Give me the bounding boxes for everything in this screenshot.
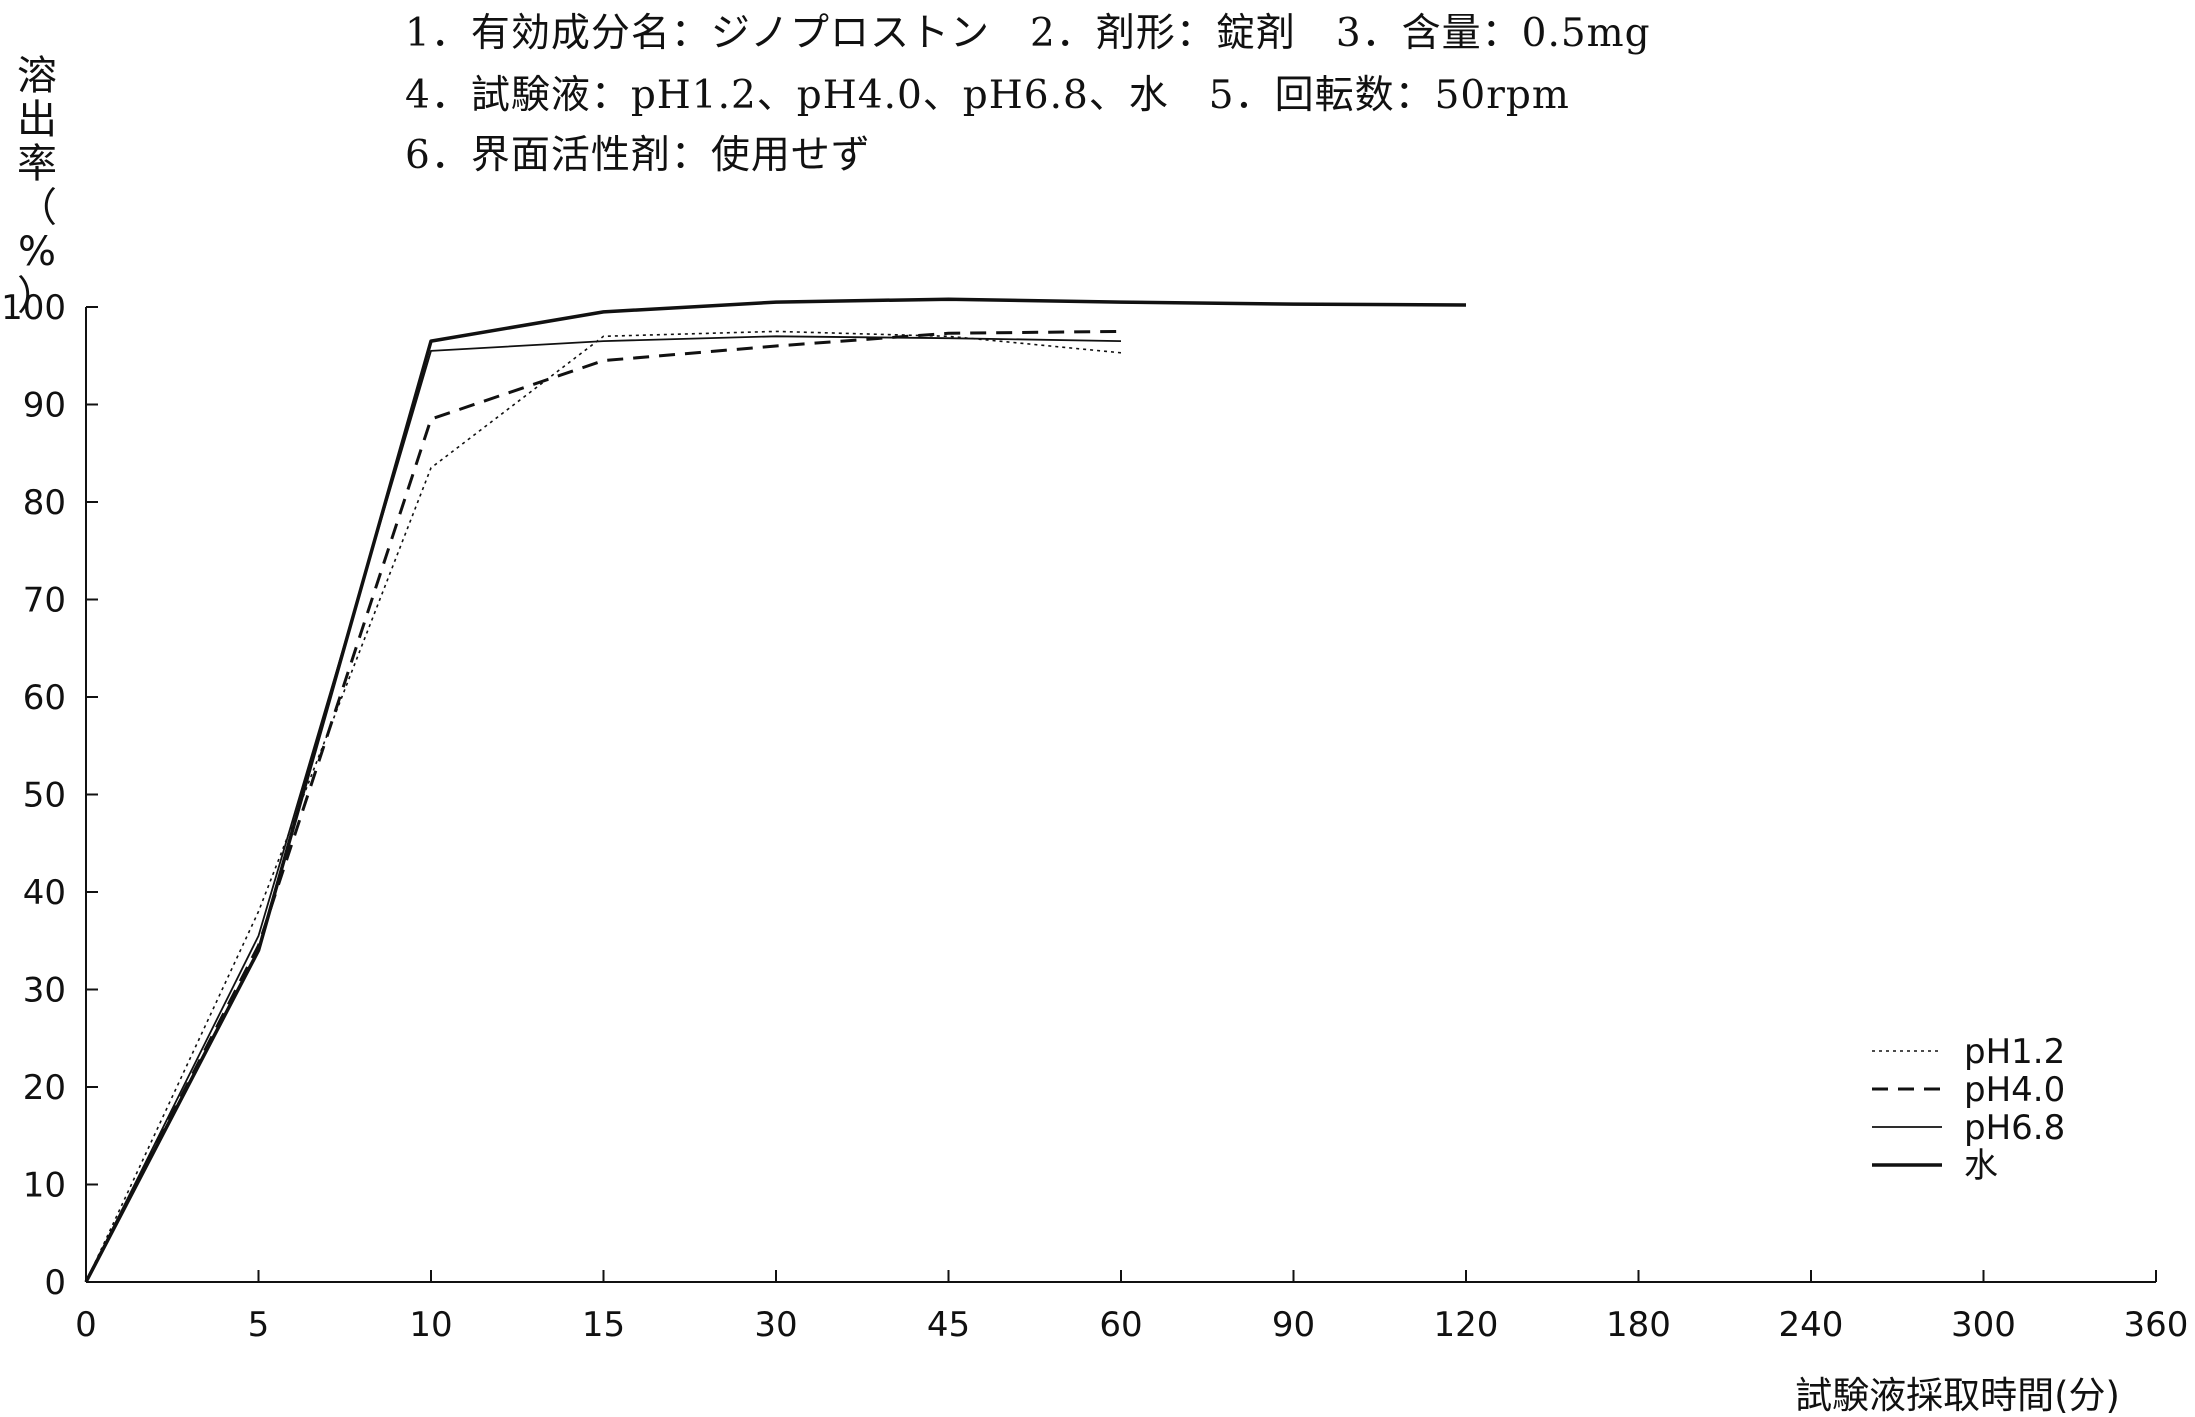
legend-label-1: pH1.2 [1964, 1032, 2065, 1072]
header-line-2: 4．試験液：pH1.2、pH4.0、pH6.8、水 5．回転数：50rpm [405, 73, 1570, 118]
y-tick-label: 10 [23, 1166, 66, 1206]
x-tick-label: 240 [1779, 1305, 1844, 1345]
x-tick-label: 5 [248, 1305, 270, 1345]
x-tick-label: 180 [1606, 1305, 1671, 1345]
x-tick-label: 90 [1272, 1305, 1315, 1345]
y-tick-label: 70 [23, 581, 66, 621]
y-axis-label-char: 率 [17, 141, 57, 187]
y-tick-label: 80 [23, 483, 66, 523]
y-axis-label-char: % [17, 229, 56, 275]
series-line-4 [84, 297, 1467, 1283]
x-tick-label: 30 [754, 1305, 797, 1345]
y-axis-label-char: 出 [17, 97, 57, 143]
y-tick-label: 50 [23, 776, 66, 816]
header-line-3: 6．界面活性剤：使用せず [405, 133, 871, 178]
y-tick-label: 0 [44, 1263, 66, 1303]
y-axis-label: 溶出率（%） [12, 54, 62, 318]
legend-label-4: 水 [1964, 1146, 1998, 1186]
y-tick-label: 90 [23, 386, 66, 426]
y-tick-label: 60 [23, 678, 66, 718]
header-line-1: 1．有効成分名：ジノプロストン 2．剤形：錠剤 3．含量：0.5mg [405, 11, 1651, 56]
y-axis-label-char: 溶 [17, 53, 57, 99]
series-line-2 [84, 329, 1122, 1283]
x-tick-label: 45 [927, 1305, 970, 1345]
legend-label-2: pH4.0 [1964, 1070, 2065, 1110]
y-tick-label: 20 [23, 1068, 66, 1108]
series-line-3 [85, 335, 1122, 1283]
x-tick-label: 300 [1951, 1305, 2016, 1345]
legend-label-3: pH6.8 [1964, 1108, 2065, 1148]
x-tick-label: 15 [582, 1305, 625, 1345]
x-tick-label: 360 [2124, 1305, 2189, 1345]
y-axis-label-char: （ [17, 185, 57, 231]
y-tick-label: 40 [23, 873, 66, 913]
y-axis-label-char: ） [17, 273, 57, 319]
x-tick-label: 10 [409, 1305, 452, 1345]
x-axis-label: 試験液採取時間(分) [1795, 1374, 2120, 1417]
series-line-1 [85, 330, 1122, 1283]
x-tick-label: 60 [1099, 1305, 1142, 1345]
y-tick-label: 100 [1, 288, 66, 328]
y-tick-label: 30 [23, 971, 66, 1011]
x-tick-label: 120 [1434, 1305, 1499, 1345]
x-tick-label: 0 [75, 1305, 97, 1345]
